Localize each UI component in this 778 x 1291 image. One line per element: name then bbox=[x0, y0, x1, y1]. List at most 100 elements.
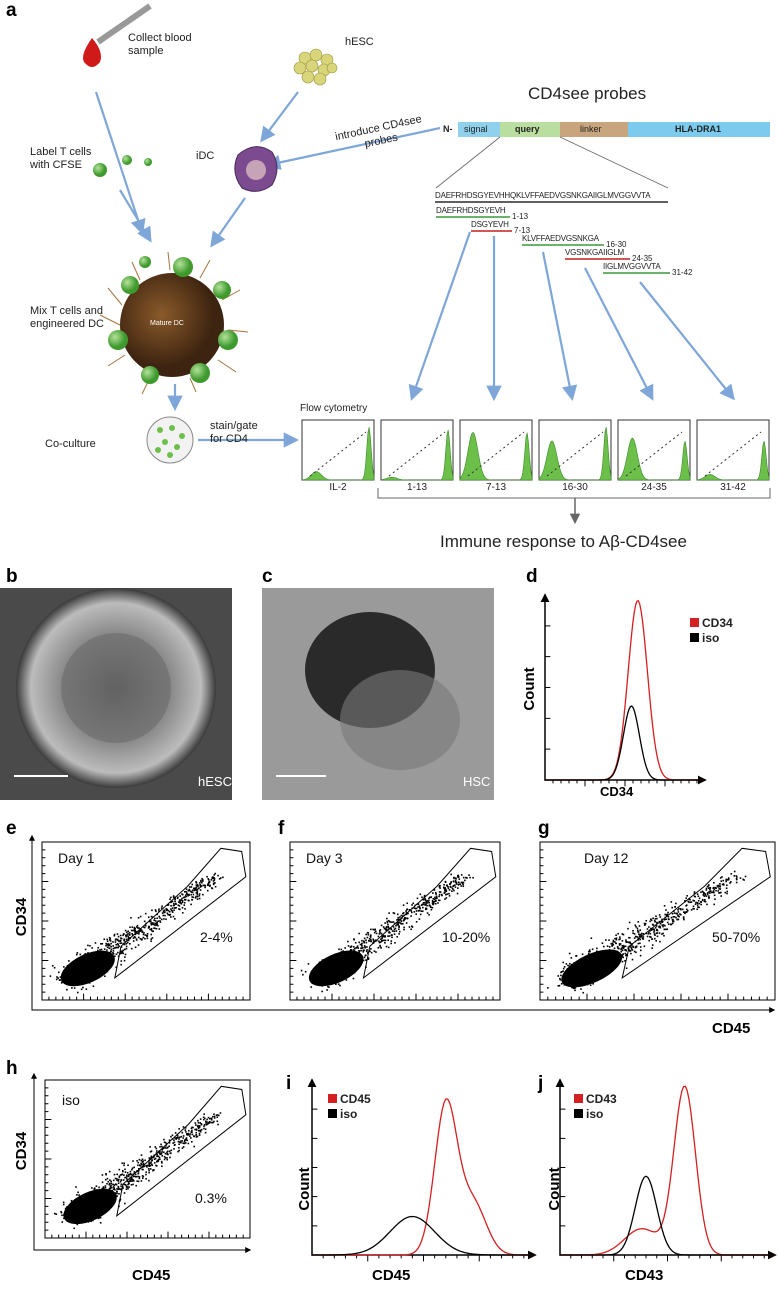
scatter-dot bbox=[631, 944, 633, 946]
scatter-dot bbox=[591, 963, 593, 966]
scatter-dot bbox=[121, 1169, 124, 1172]
scatter-dot bbox=[99, 1196, 101, 1198]
scatter-dot bbox=[94, 954, 96, 956]
scatter-dot bbox=[109, 939, 111, 941]
scatter-dot bbox=[733, 870, 736, 873]
scatter-dot bbox=[123, 1192, 126, 1194]
scatter-dot bbox=[693, 892, 696, 895]
scatter-dot bbox=[390, 942, 393, 945]
scatter-dot bbox=[84, 1208, 87, 1211]
scatter-dot bbox=[150, 923, 153, 926]
scatter-dot bbox=[363, 956, 366, 959]
scatter-dot bbox=[154, 924, 156, 927]
scatter-dot bbox=[145, 1164, 148, 1167]
gate-percent: 10-20% bbox=[442, 929, 491, 945]
scatter-dot bbox=[399, 922, 402, 924]
scatter-dot bbox=[124, 1183, 127, 1186]
scatter-dot bbox=[126, 1180, 129, 1183]
scatter-dot bbox=[97, 1208, 100, 1211]
scatter-dot bbox=[396, 913, 399, 916]
scatter-dot bbox=[114, 955, 116, 958]
scatter-dot bbox=[209, 884, 211, 887]
scatter-dot bbox=[330, 980, 333, 982]
scatter-dot bbox=[367, 957, 370, 959]
scatter-dot bbox=[624, 949, 626, 951]
scatter-dot bbox=[596, 956, 599, 959]
scatter-dot bbox=[186, 1134, 189, 1136]
scatter-dot bbox=[86, 960, 89, 963]
scatter-dot bbox=[94, 1189, 96, 1191]
legend-entry: CD45 bbox=[340, 1092, 371, 1106]
scatter-dot bbox=[602, 965, 604, 968]
scatter-dot bbox=[187, 889, 190, 892]
scatter-dot bbox=[84, 973, 87, 975]
scatter-dot bbox=[353, 968, 355, 971]
scatter-dot bbox=[184, 896, 186, 898]
scatter-dot bbox=[140, 1159, 143, 1162]
scatter-dot bbox=[353, 938, 355, 940]
scatter-dot bbox=[625, 949, 628, 952]
histogram-curve bbox=[311, 1215, 536, 1256]
scatter-dot bbox=[103, 1197, 106, 1200]
scatter-dot bbox=[84, 963, 87, 966]
scatter-dot bbox=[423, 895, 426, 898]
scatter-dot bbox=[351, 961, 353, 963]
scatter-dot bbox=[341, 972, 343, 974]
scatter-dot bbox=[428, 901, 431, 904]
scatter-dot bbox=[687, 900, 690, 903]
scatter-dot bbox=[159, 920, 161, 922]
scatter-dot bbox=[125, 1174, 128, 1177]
scatter-dot bbox=[127, 1164, 129, 1167]
scatter-dot bbox=[346, 956, 349, 959]
scatter-dot bbox=[217, 1114, 220, 1117]
scatter-dot bbox=[372, 928, 374, 931]
scatter-dot bbox=[578, 963, 580, 965]
scatter-dot bbox=[335, 966, 338, 969]
scatter-dot bbox=[693, 895, 696, 898]
scatter-dot bbox=[614, 951, 617, 953]
scatter-dot bbox=[578, 977, 580, 980]
scatter-dot bbox=[340, 948, 343, 951]
scatter-dot bbox=[78, 1213, 81, 1216]
scatter-dot bbox=[81, 962, 84, 965]
scatter-dot bbox=[141, 1177, 144, 1180]
scatter-dot bbox=[79, 961, 82, 963]
scatter-dot bbox=[79, 1199, 82, 1201]
scatter-core bbox=[63, 1188, 117, 1225]
scatter-dot bbox=[347, 973, 350, 976]
scatter-dot bbox=[667, 911, 669, 914]
scatter-dot bbox=[205, 1120, 207, 1123]
scatter-dot bbox=[193, 888, 196, 891]
scatter-dot bbox=[439, 891, 442, 893]
scatter-dot bbox=[110, 948, 113, 951]
scatter-dot bbox=[140, 1163, 143, 1166]
scatter-dot bbox=[150, 915, 153, 918]
scatter-dot bbox=[181, 897, 183, 900]
scatter-dot bbox=[619, 954, 621, 956]
scatter-dot bbox=[155, 923, 157, 926]
scatter-dot bbox=[185, 1137, 188, 1139]
scatter-dot bbox=[358, 952, 361, 954]
scatter-dot bbox=[91, 1207, 94, 1210]
scatter-dot bbox=[379, 945, 382, 948]
scatter-dot bbox=[123, 933, 125, 935]
scatter-dot bbox=[416, 897, 419, 900]
scatter-dot bbox=[583, 960, 586, 963]
scatter-dot bbox=[612, 960, 614, 963]
scatter-dot bbox=[314, 968, 317, 971]
scatter-dot bbox=[96, 1189, 98, 1191]
scatter-dot bbox=[591, 953, 594, 955]
scatter-dot bbox=[74, 1208, 77, 1210]
scatter-dot bbox=[116, 1179, 118, 1182]
scatter-dot bbox=[656, 928, 658, 931]
scatter-dot bbox=[373, 929, 376, 931]
scatter-dot bbox=[615, 958, 617, 961]
scatter-dot bbox=[95, 965, 98, 967]
scatter-dot bbox=[411, 904, 413, 906]
scatter-dot bbox=[379, 929, 382, 931]
scatter-dot bbox=[107, 951, 110, 954]
scatter-dot bbox=[206, 1123, 209, 1125]
scatter-dot bbox=[653, 929, 656, 932]
scatter-dot bbox=[64, 1207, 67, 1210]
scatter-dot bbox=[662, 924, 665, 926]
